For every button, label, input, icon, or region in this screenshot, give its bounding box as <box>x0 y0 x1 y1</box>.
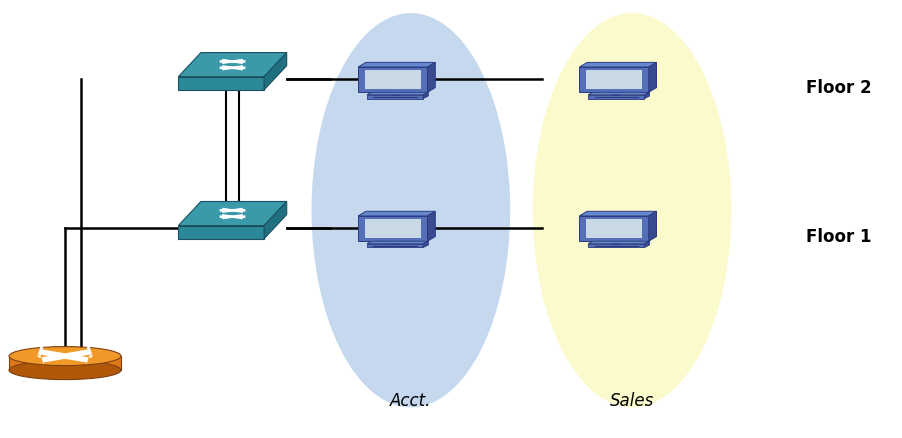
Polygon shape <box>366 92 428 95</box>
Polygon shape <box>579 211 656 216</box>
Ellipse shape <box>9 346 121 366</box>
Polygon shape <box>644 92 649 99</box>
FancyBboxPatch shape <box>612 241 620 246</box>
Polygon shape <box>587 95 644 99</box>
Polygon shape <box>579 216 648 241</box>
Text: Floor 2: Floor 2 <box>805 78 870 97</box>
Polygon shape <box>587 241 649 244</box>
Polygon shape <box>364 70 420 89</box>
Polygon shape <box>219 214 243 219</box>
Text: Floor 1: Floor 1 <box>805 227 870 246</box>
Polygon shape <box>423 92 428 99</box>
Polygon shape <box>63 353 93 365</box>
FancyBboxPatch shape <box>391 92 399 97</box>
Polygon shape <box>366 244 423 247</box>
Polygon shape <box>219 208 243 213</box>
Polygon shape <box>222 65 245 71</box>
Polygon shape <box>37 353 67 365</box>
FancyBboxPatch shape <box>612 92 620 97</box>
Polygon shape <box>364 219 420 238</box>
Polygon shape <box>648 211 656 241</box>
Polygon shape <box>579 67 648 92</box>
Polygon shape <box>644 241 649 247</box>
Polygon shape <box>219 59 243 64</box>
Ellipse shape <box>532 13 731 407</box>
Text: Acct.: Acct. <box>390 392 431 410</box>
Polygon shape <box>579 62 656 67</box>
Ellipse shape <box>311 13 510 407</box>
Polygon shape <box>179 226 263 239</box>
Polygon shape <box>423 241 428 247</box>
Polygon shape <box>358 67 427 92</box>
Text: Sales: Sales <box>609 392 654 410</box>
Polygon shape <box>587 92 649 95</box>
Polygon shape <box>222 208 245 213</box>
FancyBboxPatch shape <box>391 241 399 246</box>
Ellipse shape <box>9 360 121 380</box>
Polygon shape <box>63 346 93 359</box>
Polygon shape <box>358 216 427 241</box>
Polygon shape <box>179 77 263 90</box>
Polygon shape <box>179 201 287 226</box>
Polygon shape <box>585 219 641 238</box>
Polygon shape <box>222 214 245 219</box>
Polygon shape <box>222 59 245 64</box>
Polygon shape <box>366 95 423 99</box>
Polygon shape <box>263 53 287 90</box>
Polygon shape <box>358 211 435 216</box>
Polygon shape <box>179 53 287 77</box>
Polygon shape <box>219 65 243 71</box>
Polygon shape <box>358 62 435 67</box>
Polygon shape <box>9 356 121 370</box>
Polygon shape <box>37 346 67 359</box>
Polygon shape <box>587 244 644 247</box>
Polygon shape <box>263 201 287 239</box>
Polygon shape <box>585 70 641 89</box>
Polygon shape <box>366 241 428 244</box>
Polygon shape <box>648 62 656 92</box>
Polygon shape <box>427 211 435 241</box>
Polygon shape <box>427 62 435 92</box>
